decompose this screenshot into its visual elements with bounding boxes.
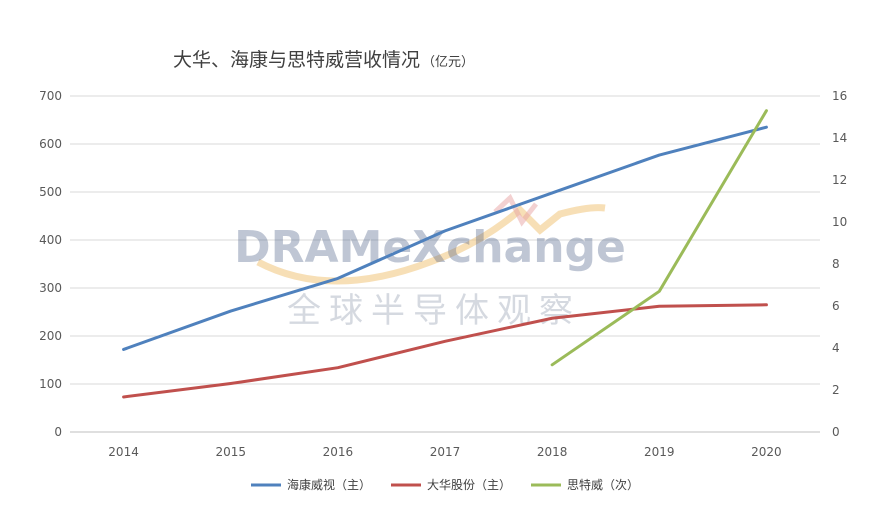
chart-title-unit: （亿元） bbox=[422, 55, 474, 70]
series-layer bbox=[122, 109, 768, 399]
y-right-tick-label: 14 bbox=[832, 131, 847, 145]
y-left-tick-label: 700 bbox=[39, 89, 62, 103]
y-left-tick-label: 300 bbox=[39, 281, 62, 295]
gridlines bbox=[70, 95, 820, 433]
series-line-1 bbox=[122, 303, 768, 399]
y-left-tick-label: 0 bbox=[54, 425, 62, 439]
x-tick-label: 2019 bbox=[644, 445, 675, 459]
y-right-tick-label: 2 bbox=[832, 383, 840, 397]
x-tick-label: 2020 bbox=[751, 445, 782, 459]
legend-label: 海康威视（主） bbox=[287, 477, 371, 492]
watermark-swoosh-2 bbox=[493, 193, 538, 227]
y-right-tick-label: 10 bbox=[832, 215, 847, 229]
y-left-tick-label: 600 bbox=[39, 137, 62, 151]
y-right-tick-label: 6 bbox=[832, 299, 840, 313]
y-left-tick-label: 500 bbox=[39, 185, 62, 199]
chart-title: 大华、海康与思特威营收情况 bbox=[173, 49, 420, 71]
legend: 海康威视（主） 大华股份（主） 思特威（次） bbox=[251, 477, 639, 492]
x-axis: 2014 2015 2016 2017 2018 2019 2020 bbox=[108, 445, 781, 459]
x-tick-label: 2016 bbox=[323, 445, 354, 459]
y-right-tick-label: 8 bbox=[832, 257, 840, 271]
series-line-2 bbox=[550, 109, 768, 367]
y-right-tick-label: 12 bbox=[832, 173, 847, 187]
y-left-tick-label: 200 bbox=[39, 329, 62, 343]
watermark-tagline: 全球半导体观察 bbox=[287, 291, 581, 331]
x-tick-label: 2018 bbox=[537, 445, 568, 459]
y-left-axis: 0 100 200 300 400 500 600 700 bbox=[39, 89, 62, 439]
y-right-tick-label: 4 bbox=[832, 341, 840, 355]
legend-label: 思特威（次） bbox=[567, 477, 639, 492]
x-tick-label: 2015 bbox=[215, 445, 246, 459]
y-right-axis: 0 2 4 6 8 10 12 14 16 bbox=[832, 89, 847, 439]
watermark-swoosh bbox=[256, 204, 606, 285]
x-tick-label: 2017 bbox=[430, 445, 461, 459]
y-left-tick-label: 400 bbox=[39, 233, 62, 247]
series-line-0 bbox=[122, 125, 768, 351]
legend-label: 大华股份（主） bbox=[427, 478, 511, 492]
watermark: DRAMeXchange 全球半导体观察 bbox=[234, 193, 626, 331]
y-left-tick-label: 100 bbox=[39, 377, 62, 391]
x-tick-label: 2014 bbox=[108, 445, 139, 459]
y-right-tick-label: 0 bbox=[832, 425, 840, 439]
y-right-tick-label: 16 bbox=[832, 89, 847, 103]
watermark-brand: DRAMeXchange bbox=[234, 222, 626, 273]
